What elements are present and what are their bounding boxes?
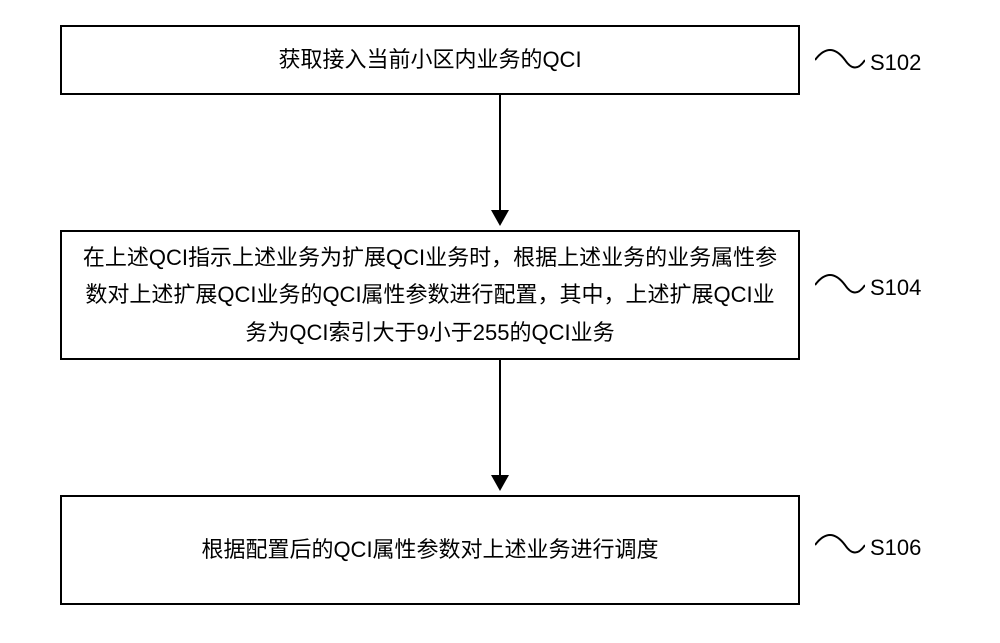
- step-label-s104: S104: [870, 275, 921, 301]
- flow-step-s102: 获取接入当前小区内业务的QCI: [60, 25, 800, 95]
- flow-arrow: [130, 360, 870, 491]
- flow-step-text: 在上述QCI指示上述业务为扩展QCI业务时，根据上述业务的业务属性参数对上述扩展…: [82, 239, 778, 351]
- flow-step-s106: 根据配置后的QCI属性参数对上述业务进行调度: [60, 495, 800, 605]
- flow-step-text: 根据配置后的QCI属性参数对上述业务进行调度: [201, 531, 658, 568]
- arrow-line: [499, 360, 501, 475]
- arrow-head-icon: [491, 210, 509, 226]
- flow-step-s104: 在上述QCI指示上述业务为扩展QCI业务时，根据上述业务的业务属性参数对上述扩展…: [60, 230, 800, 360]
- flow-step-text: 获取接入当前小区内业务的QCI: [278, 41, 581, 78]
- arrow-head-icon: [491, 475, 509, 491]
- step-label-s106: S106: [870, 535, 921, 561]
- label-connector-curve: [815, 525, 865, 565]
- step-label-s102: S102: [870, 50, 921, 76]
- label-connector-curve: [815, 265, 865, 305]
- label-connector-curve: [815, 40, 865, 80]
- flow-arrow: [130, 95, 870, 226]
- arrow-line: [499, 95, 501, 210]
